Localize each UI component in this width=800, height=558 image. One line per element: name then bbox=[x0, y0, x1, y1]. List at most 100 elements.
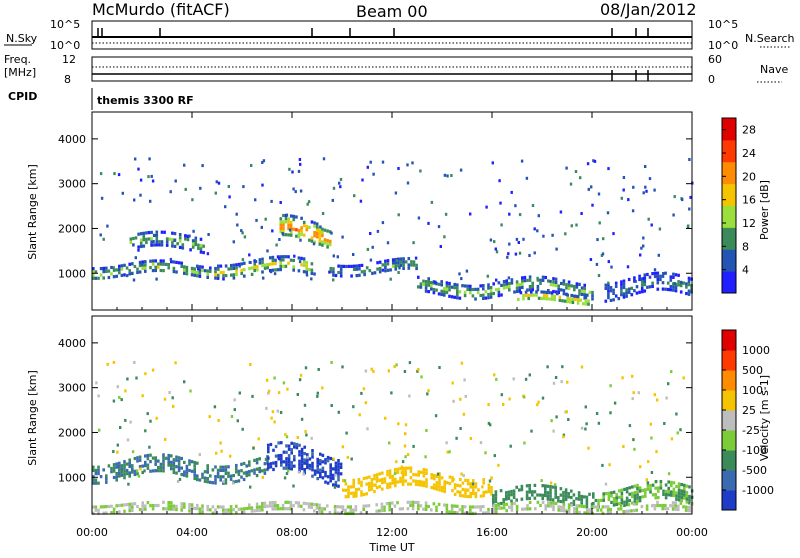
echo-cell bbox=[494, 493, 498, 497]
echo-cell bbox=[199, 250, 203, 254]
echo-cell bbox=[615, 499, 618, 503]
echo-cell bbox=[184, 187, 187, 191]
echo-cell bbox=[271, 268, 275, 272]
echo-cell bbox=[643, 283, 647, 287]
echo-cell bbox=[253, 259, 256, 263]
echo-cell bbox=[172, 266, 176, 270]
echo-cell bbox=[263, 471, 267, 475]
echo-cell bbox=[363, 269, 366, 273]
echo-cell bbox=[536, 403, 539, 407]
echo-cell bbox=[505, 494, 508, 498]
echo-cell bbox=[271, 255, 275, 259]
echo-cell bbox=[494, 496, 498, 500]
time-x-axis: 00:00 04:00 08:00 12:00 16:00 20:00 00:00 bbox=[76, 112, 708, 539]
echo-cell bbox=[295, 215, 298, 219]
echo-cell bbox=[136, 267, 139, 271]
echo-cell bbox=[190, 270, 194, 274]
echo-cell bbox=[178, 233, 182, 237]
echo-cell bbox=[544, 490, 547, 494]
echo-cell bbox=[637, 391, 640, 395]
echo-cell bbox=[677, 280, 680, 284]
echo-cell bbox=[667, 493, 670, 497]
echo-cell bbox=[414, 479, 418, 483]
echo-cell bbox=[461, 284, 464, 288]
echo-cell bbox=[311, 449, 314, 453]
echo-cell bbox=[564, 491, 568, 495]
echo-cell bbox=[448, 481, 452, 486]
echo-cell bbox=[505, 279, 508, 283]
echo-cell bbox=[383, 508, 386, 512]
echo-cell bbox=[306, 465, 309, 470]
echo-cell bbox=[554, 501, 558, 505]
echo-cell bbox=[394, 267, 398, 271]
echo-cell bbox=[448, 281, 451, 286]
echo-cell bbox=[347, 485, 350, 489]
echo-cell bbox=[357, 481, 361, 485]
echo-cell bbox=[620, 498, 624, 502]
echo-cell bbox=[242, 185, 245, 189]
echo-cell bbox=[264, 217, 267, 221]
echo-cell bbox=[97, 481, 100, 485]
echo-cell bbox=[487, 421, 491, 425]
echo-cell bbox=[662, 489, 665, 493]
echo-cell bbox=[312, 242, 316, 246]
echo-cell bbox=[235, 504, 238, 508]
echo-cell bbox=[286, 387, 289, 391]
echo-cell bbox=[253, 458, 256, 462]
echo-cell bbox=[388, 475, 392, 479]
echo-cell bbox=[474, 485, 478, 489]
echo-cell bbox=[193, 470, 196, 474]
echo-cell bbox=[622, 295, 626, 299]
echo-cell bbox=[142, 234, 146, 239]
echo-cell bbox=[151, 507, 155, 511]
echo-cell bbox=[175, 465, 178, 469]
echo-cell bbox=[360, 490, 363, 494]
echo-cell bbox=[147, 231, 151, 235]
echo-cell bbox=[591, 290, 594, 295]
echo-cell bbox=[366, 165, 369, 169]
echo-cell bbox=[505, 497, 508, 501]
echo-cell bbox=[299, 189, 303, 193]
echo-cell bbox=[396, 501, 399, 505]
echo-cell bbox=[674, 289, 678, 293]
echo-cell bbox=[538, 493, 542, 497]
echo-cell bbox=[507, 490, 511, 494]
echo-cell bbox=[615, 496, 618, 500]
echo-cell bbox=[622, 188, 625, 192]
echo-cell bbox=[520, 159, 524, 163]
echo-cell bbox=[375, 486, 379, 490]
echo-cell bbox=[237, 507, 241, 511]
echo-cell bbox=[240, 271, 243, 276]
echo-cell bbox=[256, 268, 259, 272]
echo-cell bbox=[409, 466, 413, 470]
echo-cell bbox=[453, 504, 456, 508]
echo-cell bbox=[131, 450, 135, 454]
echo-cell bbox=[139, 238, 143, 242]
echo-cell bbox=[310, 502, 313, 506]
echo-cell bbox=[409, 482, 413, 486]
echo-cell bbox=[560, 288, 563, 292]
echo-cell bbox=[207, 233, 210, 236]
echo-cell bbox=[515, 498, 518, 502]
echo-cell bbox=[675, 491, 678, 495]
colorbar-tick-label: 100 bbox=[742, 384, 763, 397]
echo-cell bbox=[198, 507, 202, 511]
echo-cell bbox=[307, 502, 311, 506]
echo-cell bbox=[129, 240, 133, 244]
echo-cell bbox=[276, 409, 279, 413]
echo-cell bbox=[147, 237, 151, 241]
colorbar-segment bbox=[722, 271, 736, 294]
echo-cell bbox=[162, 459, 165, 463]
echo-cell bbox=[505, 502, 508, 506]
echo-cell bbox=[515, 237, 519, 241]
echo-cell bbox=[627, 287, 631, 291]
echo-cell bbox=[528, 373, 531, 377]
x-tick-label: 12:00 bbox=[376, 526, 408, 539]
echo-cell bbox=[184, 234, 187, 238]
echo-cell bbox=[506, 255, 509, 259]
echo-cell bbox=[138, 264, 142, 268]
echo-cell bbox=[458, 296, 462, 300]
echo-cell bbox=[170, 467, 173, 471]
echo-cell bbox=[554, 489, 557, 493]
echo-cell bbox=[600, 254, 604, 257]
